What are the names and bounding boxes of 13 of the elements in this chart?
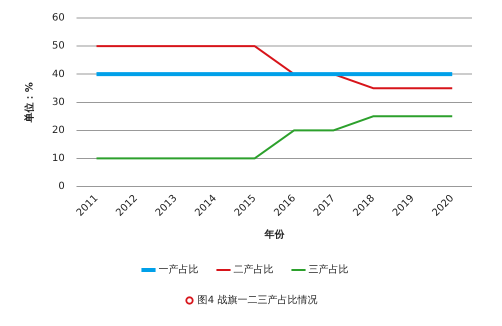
y-axis-title: 单位：% <box>24 82 36 124</box>
y-tick-label: 50 <box>52 40 65 52</box>
legend-label: 二产占比 <box>234 264 274 276</box>
y-tick-label: 40 <box>52 68 65 80</box>
y-tick-label: 20 <box>52 124 65 136</box>
y-tick-label: 30 <box>52 96 65 108</box>
legend-label: 三产占比 <box>308 264 348 276</box>
caption: 图4 战旗一二三产占比情况 <box>198 294 318 307</box>
y-tick-label: 60 <box>52 12 65 24</box>
y-tick-label: 10 <box>52 153 65 164</box>
x-axis-title: 年份 <box>263 228 286 241</box>
legend-label: 一产占比 <box>158 264 198 276</box>
y-tick-label: 0 <box>58 181 65 192</box>
